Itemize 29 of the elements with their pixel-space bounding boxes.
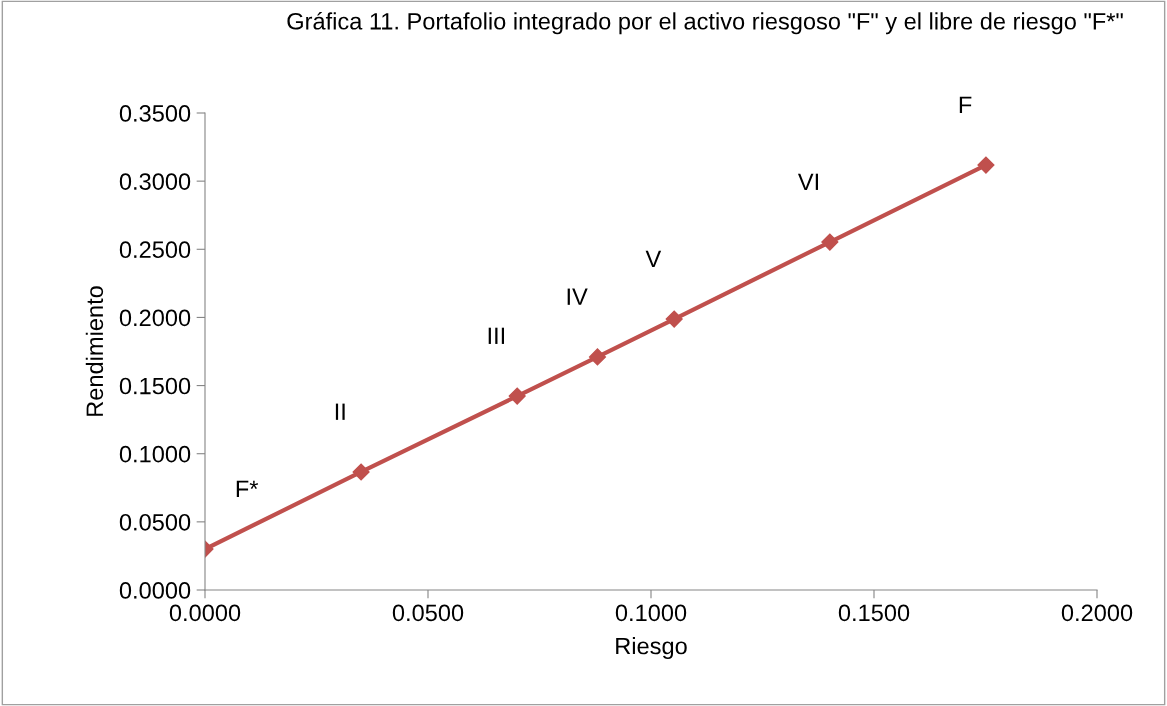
y-tick-label: 0.2000: [119, 309, 191, 327]
data-label: VI: [797, 173, 818, 190]
point: [977, 156, 995, 174]
point: [665, 310, 683, 328]
data-label: F: [959, 96, 972, 113]
y-tick-label: 0.1000: [119, 445, 191, 463]
x-tick-label: 0.0500: [392, 604, 464, 622]
y-tick-label: 0.2500: [119, 241, 191, 259]
y-tick-label: 0.0000: [119, 582, 191, 599]
chart-title: Gráfica 11. Portafolio integrado por el activo riesgoso "F" y el libre de riesgo "F*": [287, 12, 1123, 35]
data-label: F*: [236, 480, 259, 497]
x-tick-label: 0.1500: [838, 604, 910, 622]
x-axis-title: Riesgo: [616, 637, 687, 660]
data-label: IV: [567, 288, 588, 305]
point: [352, 463, 370, 481]
x-tick-label: 0.1000: [615, 604, 687, 622]
y-tick-label: 0.1500: [119, 377, 191, 395]
point: [821, 233, 839, 251]
y-tick-label: 0.0500: [119, 513, 191, 531]
data-label: V: [645, 250, 662, 267]
data-label: II: [335, 403, 345, 420]
point: [508, 387, 526, 405]
point: [588, 348, 607, 366]
x-tick-label: 0.0000: [169, 604, 241, 622]
y-tick-label: 0.3000: [119, 173, 191, 190]
y-axis-title: Rendimiento: [85, 286, 104, 416]
x-tick-label: 0.2000: [1061, 604, 1133, 622]
data-label: III: [488, 327, 505, 344]
y-tick-label: 0.3500: [119, 105, 191, 122]
